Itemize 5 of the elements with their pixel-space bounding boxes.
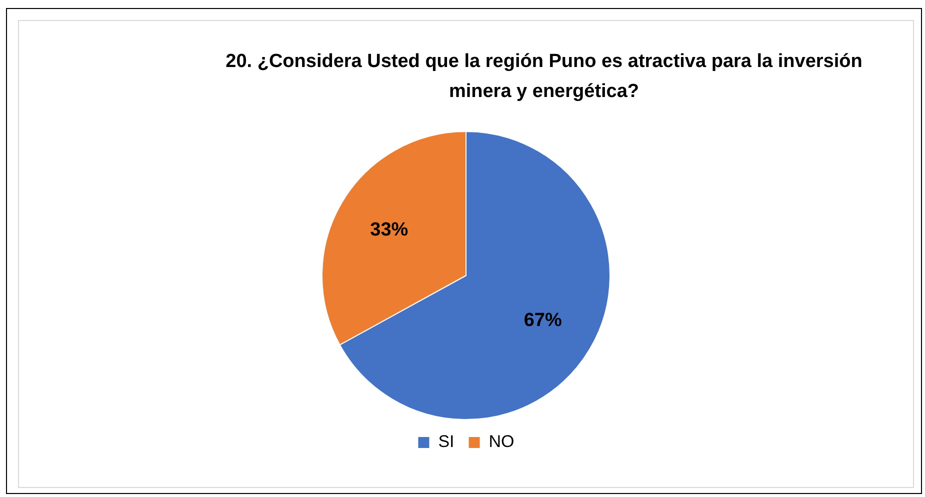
chart-title: 20. ¿Considera Usted que la región Puno es atractiva para la inversión minera y energética? (224, 50, 864, 104)
legend-label: SI (438, 432, 454, 452)
legend-label: NO (488, 432, 514, 452)
data-label: 33% (370, 219, 408, 240)
data-label: 67% (524, 310, 562, 332)
